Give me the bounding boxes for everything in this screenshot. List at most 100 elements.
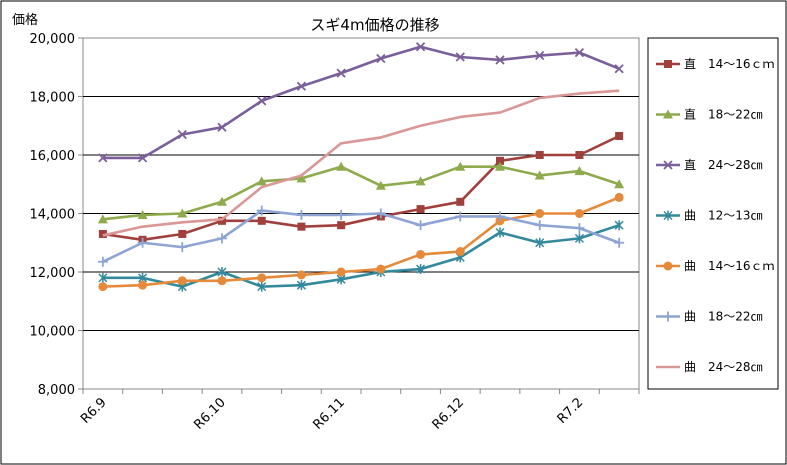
legend-entry: 直 18～22㎝ bbox=[656, 108, 763, 122]
series-line bbox=[102, 45, 620, 160]
y-tick-label: 8,000 bbox=[38, 383, 75, 398]
data-point bbox=[257, 96, 267, 106]
series-3 bbox=[98, 42, 624, 163]
data-point bbox=[177, 208, 188, 218]
data-point bbox=[535, 209, 545, 218]
series-line bbox=[102, 134, 620, 242]
legend-swatch-marker bbox=[663, 311, 673, 322]
data-point bbox=[574, 166, 585, 176]
data-point bbox=[257, 273, 267, 283]
data-point bbox=[495, 161, 505, 171]
data-point bbox=[217, 196, 227, 206]
data-point bbox=[574, 209, 584, 218]
data-point bbox=[336, 267, 346, 277]
data-point bbox=[336, 209, 347, 220]
legend-label: 直 24～28㎝ bbox=[684, 158, 763, 172]
data-point bbox=[534, 220, 545, 231]
data-point bbox=[495, 55, 505, 65]
data-point bbox=[137, 153, 148, 163]
data-point bbox=[217, 122, 227, 132]
data-point bbox=[415, 220, 426, 231]
data-point bbox=[296, 173, 307, 183]
series-layer bbox=[97, 42, 625, 292]
y-axis-label: 価格 bbox=[12, 12, 38, 28]
data-point bbox=[456, 197, 465, 206]
data-point bbox=[98, 229, 107, 238]
data-point bbox=[337, 221, 346, 230]
series-line bbox=[102, 196, 620, 288]
data-point bbox=[178, 229, 187, 238]
data-point bbox=[336, 161, 347, 171]
data-point bbox=[376, 264, 386, 274]
y-tick-label: 12,000 bbox=[30, 266, 76, 281]
legend-entry: 直 24～28㎝ bbox=[656, 158, 763, 172]
y-tick-label: 20,000 bbox=[30, 32, 76, 47]
legend-label: 曲 18～22㎝ bbox=[684, 310, 763, 324]
data-point bbox=[614, 64, 624, 74]
y-tick-label: 16,000 bbox=[30, 149, 76, 164]
data-point bbox=[177, 129, 187, 140]
data-point bbox=[217, 267, 227, 277]
legend-swatch-marker bbox=[663, 261, 673, 271]
data-point bbox=[256, 176, 267, 186]
data-point bbox=[455, 211, 466, 222]
data-point bbox=[217, 233, 227, 244]
data-point bbox=[137, 209, 148, 219]
legend-swatch-marker bbox=[663, 109, 673, 119]
data-point bbox=[98, 153, 108, 163]
series-line bbox=[102, 165, 620, 221]
data-point bbox=[416, 264, 426, 275]
legend-label: 直 14～16ｃｍ bbox=[684, 57, 775, 71]
data-point bbox=[336, 68, 346, 78]
chart-title: スギ4m価格の推移 bbox=[310, 16, 439, 34]
legend-label: 直 18～22㎝ bbox=[684, 108, 763, 122]
data-point bbox=[297, 222, 306, 231]
series-6 bbox=[97, 205, 625, 267]
data-point bbox=[97, 256, 108, 267]
data-point bbox=[98, 272, 108, 283]
y-tick-label: 10,000 bbox=[30, 325, 76, 340]
data-point bbox=[455, 247, 465, 257]
y-tick-label: 18,000 bbox=[30, 91, 76, 106]
data-point bbox=[535, 237, 545, 248]
legend-swatch-marker bbox=[663, 210, 673, 221]
series-line bbox=[102, 223, 620, 288]
data-point bbox=[415, 176, 426, 186]
data-point bbox=[218, 216, 226, 225]
data-point bbox=[256, 205, 267, 216]
data-point bbox=[416, 205, 425, 214]
data-point bbox=[257, 216, 266, 225]
data-point bbox=[496, 156, 504, 165]
legend-label: 曲 14～16ｃｍ bbox=[684, 259, 775, 273]
data-point bbox=[495, 211, 505, 222]
legend-entry: 曲 18～22㎝ bbox=[656, 310, 763, 324]
legend-entry: 曲 12～13㎝ bbox=[656, 209, 763, 223]
data-point bbox=[535, 50, 545, 61]
data-point bbox=[615, 131, 624, 140]
data-point bbox=[416, 249, 426, 259]
data-point bbox=[97, 214, 108, 224]
legend-entry: 曲 14～16ｃｍ bbox=[656, 259, 775, 273]
data-point bbox=[296, 270, 306, 280]
data-point bbox=[217, 276, 227, 286]
data-point bbox=[257, 281, 267, 292]
legend-swatch-marker bbox=[663, 160, 673, 170]
series-5 bbox=[98, 192, 624, 292]
data-point bbox=[177, 242, 188, 253]
data-point bbox=[574, 47, 585, 58]
data-point bbox=[614, 179, 625, 189]
data-point bbox=[614, 192, 624, 202]
y-axis-ticks: 8,000 10,000 12,000 14,000 16,000 18,000 20,00… bbox=[30, 32, 83, 398]
data-point bbox=[574, 233, 584, 244]
data-point bbox=[137, 237, 148, 248]
y-tick-label: 14,000 bbox=[30, 208, 76, 223]
legend-swatch-marker bbox=[664, 60, 672, 68]
data-point bbox=[575, 151, 584, 159]
data-point bbox=[177, 276, 187, 286]
data-point bbox=[534, 170, 545, 180]
data-point bbox=[614, 237, 625, 248]
data-point bbox=[455, 161, 466, 171]
series-line bbox=[102, 89, 620, 237]
